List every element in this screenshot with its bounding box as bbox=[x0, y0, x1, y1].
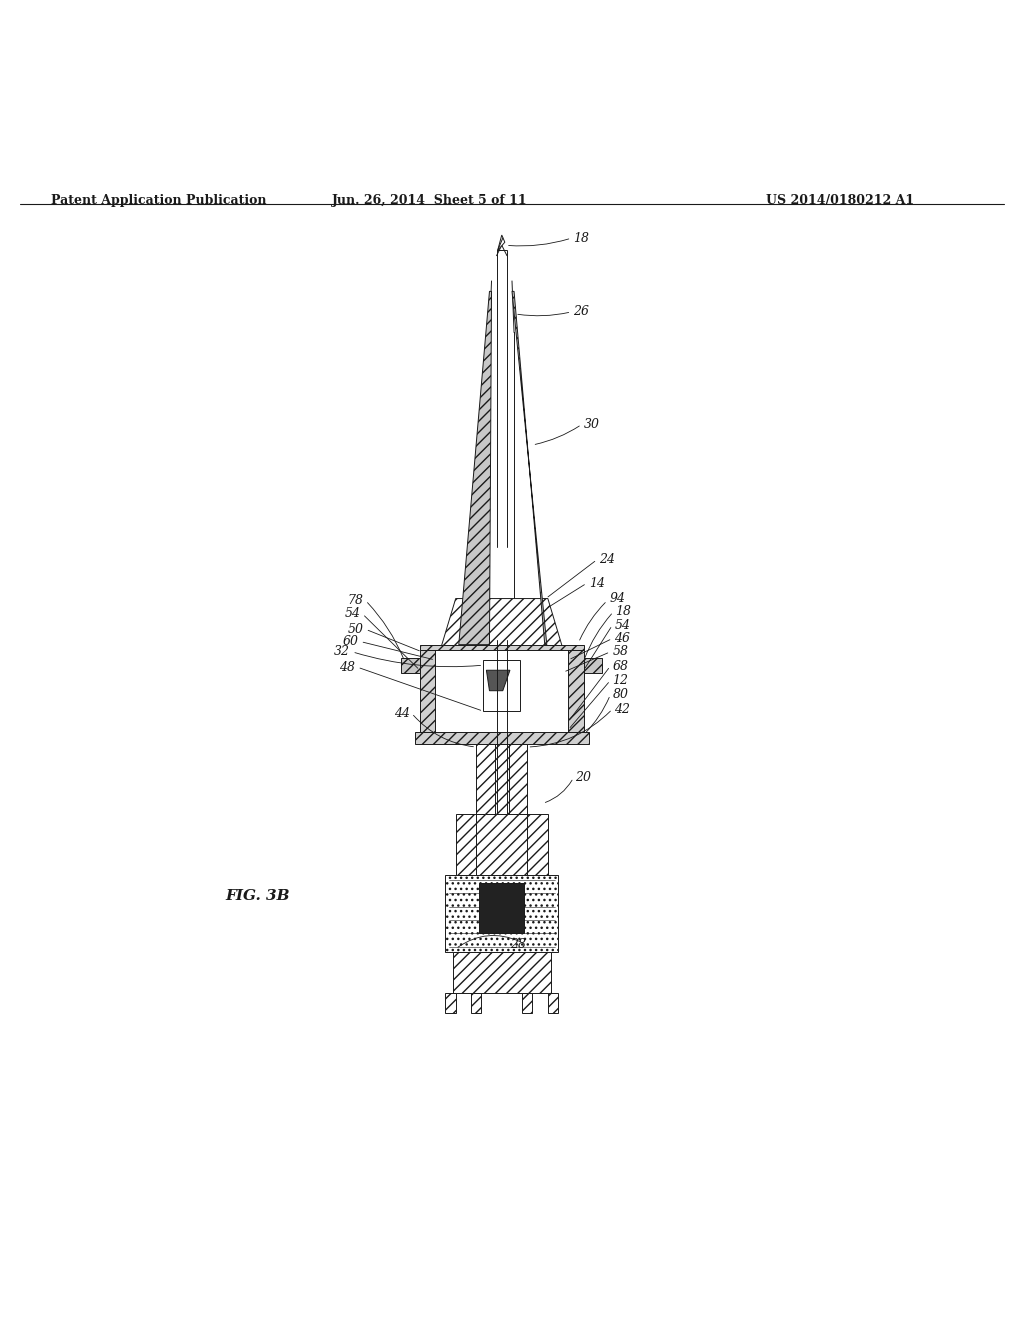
Polygon shape bbox=[456, 813, 548, 875]
Text: 48: 48 bbox=[339, 661, 355, 673]
Polygon shape bbox=[471, 993, 481, 1014]
Text: 42: 42 bbox=[614, 702, 631, 715]
Text: Patent Application Publication: Patent Application Publication bbox=[51, 194, 266, 207]
Text: 80: 80 bbox=[612, 688, 629, 701]
Text: 20: 20 bbox=[575, 771, 592, 784]
Text: 60: 60 bbox=[342, 635, 358, 648]
Text: US 2014/0180212 A1: US 2014/0180212 A1 bbox=[766, 194, 913, 207]
Text: 44: 44 bbox=[393, 706, 410, 719]
Text: 26: 26 bbox=[573, 305, 590, 318]
Polygon shape bbox=[548, 993, 558, 1014]
Polygon shape bbox=[445, 993, 456, 1014]
Polygon shape bbox=[479, 883, 524, 933]
Text: 68: 68 bbox=[612, 660, 629, 673]
Text: 50: 50 bbox=[347, 623, 364, 636]
Text: 78: 78 bbox=[347, 594, 364, 607]
Polygon shape bbox=[420, 644, 584, 649]
Text: 54: 54 bbox=[614, 619, 631, 632]
Polygon shape bbox=[512, 292, 547, 644]
Text: 54: 54 bbox=[344, 607, 360, 620]
Polygon shape bbox=[420, 649, 435, 731]
Text: 58: 58 bbox=[612, 645, 629, 659]
Polygon shape bbox=[568, 649, 584, 731]
Polygon shape bbox=[476, 744, 527, 813]
Polygon shape bbox=[498, 235, 505, 251]
Text: 24: 24 bbox=[599, 553, 615, 566]
Text: 18: 18 bbox=[615, 606, 632, 618]
Text: 46: 46 bbox=[614, 632, 631, 645]
Polygon shape bbox=[459, 292, 492, 644]
Polygon shape bbox=[440, 598, 563, 649]
Polygon shape bbox=[415, 731, 589, 744]
Polygon shape bbox=[453, 952, 551, 993]
Text: Jun. 26, 2014  Sheet 5 of 11: Jun. 26, 2014 Sheet 5 of 11 bbox=[332, 194, 528, 207]
Polygon shape bbox=[483, 660, 520, 711]
Polygon shape bbox=[522, 993, 532, 1014]
Polygon shape bbox=[486, 671, 510, 690]
Polygon shape bbox=[445, 875, 558, 952]
Text: 94: 94 bbox=[609, 593, 626, 605]
Text: 30: 30 bbox=[584, 418, 600, 430]
Polygon shape bbox=[584, 657, 602, 673]
Text: 18: 18 bbox=[573, 231, 590, 244]
Polygon shape bbox=[401, 657, 420, 673]
Text: 12: 12 bbox=[612, 675, 629, 686]
Text: 28: 28 bbox=[510, 939, 526, 952]
Text: FIG. 3B: FIG. 3B bbox=[225, 888, 290, 903]
Text: 14: 14 bbox=[589, 577, 605, 590]
Text: 32: 32 bbox=[334, 645, 350, 659]
